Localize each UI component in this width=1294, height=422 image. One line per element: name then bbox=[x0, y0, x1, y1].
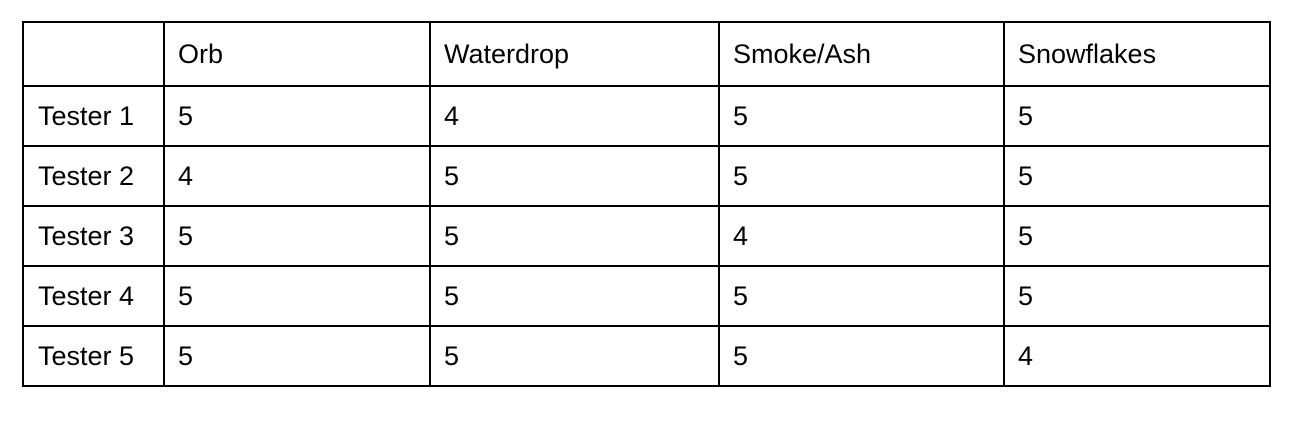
table-cell: 5 bbox=[718, 325, 1005, 387]
table-cell: 5 bbox=[1003, 205, 1271, 267]
table-cell: 5 bbox=[163, 325, 431, 387]
table-cell: 5 bbox=[429, 205, 720, 267]
table-row: Tester 4 5 5 5 5 bbox=[22, 265, 1271, 327]
column-header-orb: Orb bbox=[163, 21, 431, 87]
table-cell: 4 bbox=[1003, 325, 1271, 387]
table-cell: 5 bbox=[429, 325, 720, 387]
table-row: Tester 5 5 5 5 4 bbox=[22, 325, 1271, 387]
corner-cell bbox=[22, 21, 165, 87]
table-cell: 5 bbox=[429, 265, 720, 327]
table-row: Tester 1 5 4 5 5 bbox=[22, 85, 1271, 147]
table-cell: 5 bbox=[163, 265, 431, 327]
table-cell: 5 bbox=[1003, 85, 1271, 147]
table-cell: 5 bbox=[718, 145, 1005, 207]
table-cell: 5 bbox=[163, 85, 431, 147]
row-header: Tester 3 bbox=[22, 205, 165, 267]
row-header: Tester 5 bbox=[22, 325, 165, 387]
table-cell: 5 bbox=[163, 205, 431, 267]
row-header: Tester 2 bbox=[22, 145, 165, 207]
table-cell: 5 bbox=[1003, 265, 1271, 327]
ratings-table: Orb Waterdrop Smoke/Ash Snowflakes Teste… bbox=[22, 21, 1271, 387]
row-header: Tester 1 bbox=[22, 85, 165, 147]
table-row: Tester 3 5 5 4 5 bbox=[22, 205, 1271, 267]
table-cell: 5 bbox=[429, 145, 720, 207]
table-header-row: Orb Waterdrop Smoke/Ash Snowflakes bbox=[22, 21, 1271, 87]
column-header-smoke-ash: Smoke/Ash bbox=[718, 21, 1005, 87]
table-cell: 4 bbox=[429, 85, 720, 147]
table-cell: 4 bbox=[718, 205, 1005, 267]
table-cell: 5 bbox=[718, 265, 1005, 327]
table-cell: 5 bbox=[1003, 145, 1271, 207]
row-header: Tester 4 bbox=[22, 265, 165, 327]
table-cell: 4 bbox=[163, 145, 431, 207]
table-cell: 5 bbox=[718, 85, 1005, 147]
column-header-snowflakes: Snowflakes bbox=[1003, 21, 1271, 87]
table-row: Tester 2 4 5 5 5 bbox=[22, 145, 1271, 207]
column-header-waterdrop: Waterdrop bbox=[429, 21, 720, 87]
